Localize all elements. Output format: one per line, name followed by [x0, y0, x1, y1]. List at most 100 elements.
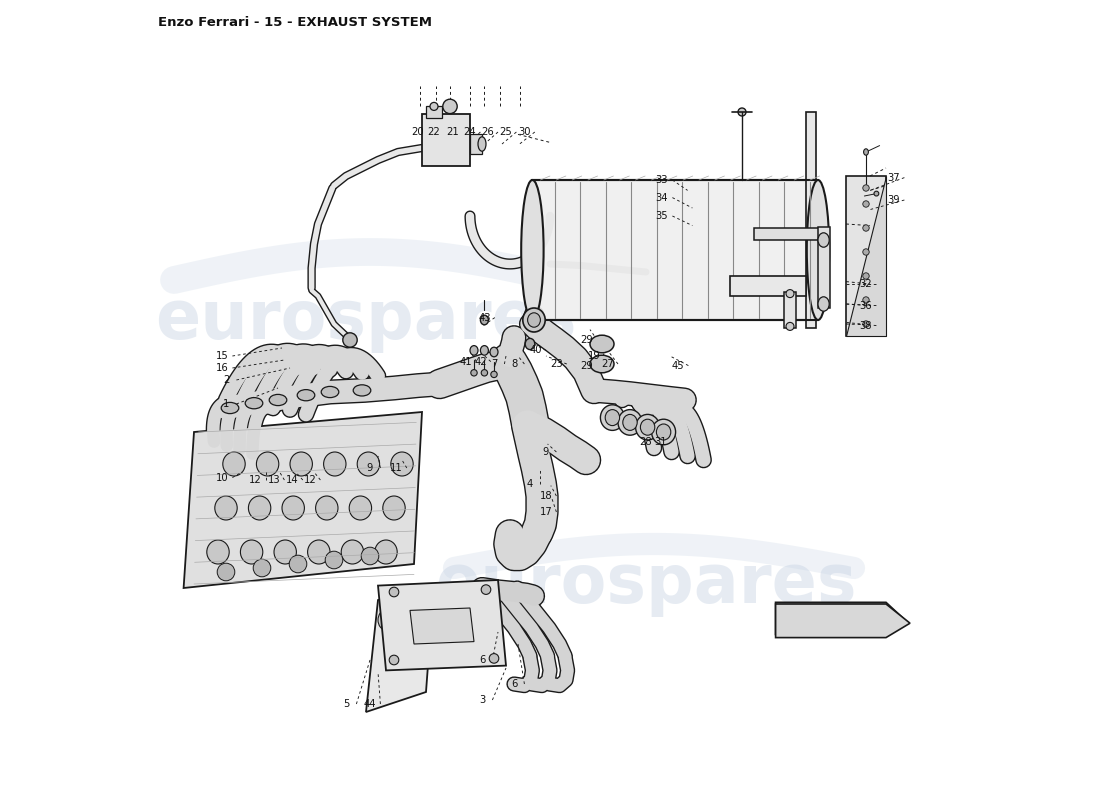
Polygon shape — [426, 106, 442, 118]
Ellipse shape — [490, 654, 498, 663]
Text: 22: 22 — [428, 127, 440, 137]
Text: 13: 13 — [267, 475, 280, 485]
Ellipse shape — [396, 622, 411, 642]
Text: 27: 27 — [602, 359, 614, 369]
Text: 5: 5 — [343, 699, 349, 709]
Ellipse shape — [471, 370, 477, 376]
Polygon shape — [730, 276, 806, 296]
Ellipse shape — [481, 346, 488, 355]
Text: 12: 12 — [304, 475, 317, 485]
Ellipse shape — [481, 585, 491, 594]
Text: 30: 30 — [518, 127, 530, 137]
Text: 24: 24 — [464, 127, 476, 137]
Ellipse shape — [862, 185, 869, 191]
Text: 42: 42 — [474, 357, 486, 366]
Text: 43: 43 — [478, 313, 491, 322]
Ellipse shape — [657, 424, 671, 440]
Text: 37: 37 — [888, 173, 900, 182]
Ellipse shape — [522, 308, 546, 332]
Ellipse shape — [414, 634, 429, 654]
Ellipse shape — [862, 273, 869, 279]
Text: 6: 6 — [478, 655, 485, 665]
Text: 17: 17 — [540, 507, 552, 517]
Ellipse shape — [323, 452, 346, 476]
Ellipse shape — [481, 315, 488, 325]
Text: 7: 7 — [491, 359, 497, 369]
Text: 9: 9 — [366, 463, 373, 473]
Text: 34: 34 — [656, 193, 669, 202]
Ellipse shape — [874, 191, 879, 196]
Ellipse shape — [375, 540, 397, 564]
Text: 10: 10 — [216, 473, 229, 482]
Text: 38: 38 — [860, 321, 872, 330]
Ellipse shape — [221, 402, 239, 414]
Polygon shape — [184, 412, 422, 588]
Ellipse shape — [353, 385, 371, 396]
Ellipse shape — [738, 108, 746, 116]
Ellipse shape — [528, 313, 540, 327]
Ellipse shape — [349, 496, 372, 520]
Text: eurospares: eurospares — [436, 551, 857, 617]
Text: 14: 14 — [286, 475, 299, 485]
Ellipse shape — [270, 394, 287, 406]
Text: 35: 35 — [656, 211, 669, 221]
Text: 26: 26 — [481, 127, 494, 137]
Ellipse shape — [223, 452, 245, 476]
Ellipse shape — [605, 410, 619, 426]
Text: 4: 4 — [527, 479, 534, 489]
Ellipse shape — [601, 405, 625, 430]
Text: 25: 25 — [499, 127, 513, 137]
Text: 18: 18 — [540, 491, 552, 501]
Text: 41: 41 — [460, 357, 472, 366]
Ellipse shape — [389, 655, 399, 665]
Ellipse shape — [636, 414, 660, 440]
Ellipse shape — [862, 321, 869, 327]
Text: eurospares: eurospares — [155, 287, 576, 353]
Ellipse shape — [241, 540, 263, 564]
Text: 16: 16 — [216, 363, 229, 373]
Ellipse shape — [383, 496, 405, 520]
Text: 44: 44 — [364, 699, 376, 709]
Ellipse shape — [245, 398, 263, 409]
Ellipse shape — [470, 346, 478, 355]
Ellipse shape — [341, 540, 364, 564]
Text: 31: 31 — [654, 437, 667, 446]
Text: 20: 20 — [411, 127, 425, 137]
Ellipse shape — [862, 249, 869, 255]
Ellipse shape — [590, 335, 614, 353]
Polygon shape — [783, 292, 796, 328]
Text: 9: 9 — [542, 447, 549, 457]
Text: 23: 23 — [550, 359, 563, 369]
Ellipse shape — [389, 587, 399, 597]
Ellipse shape — [308, 540, 330, 564]
Text: 19: 19 — [587, 351, 601, 361]
Text: 1: 1 — [223, 399, 229, 409]
Ellipse shape — [862, 297, 869, 303]
Ellipse shape — [478, 137, 486, 151]
Ellipse shape — [525, 338, 535, 350]
Text: 21: 21 — [446, 127, 459, 137]
Polygon shape — [846, 176, 886, 336]
Ellipse shape — [249, 496, 271, 520]
Ellipse shape — [618, 410, 642, 435]
Ellipse shape — [521, 180, 543, 320]
Ellipse shape — [443, 99, 458, 114]
Ellipse shape — [818, 297, 829, 311]
Text: 3: 3 — [478, 695, 485, 705]
Ellipse shape — [390, 452, 414, 476]
Ellipse shape — [214, 496, 238, 520]
Ellipse shape — [282, 496, 305, 520]
Ellipse shape — [253, 559, 271, 577]
Ellipse shape — [316, 496, 338, 520]
Polygon shape — [378, 580, 506, 670]
Ellipse shape — [207, 540, 229, 564]
Ellipse shape — [651, 419, 675, 445]
Text: 29: 29 — [581, 361, 593, 370]
Text: 15: 15 — [216, 351, 229, 361]
Ellipse shape — [786, 290, 794, 298]
Text: 28: 28 — [640, 437, 652, 446]
Polygon shape — [818, 227, 830, 308]
Ellipse shape — [297, 390, 315, 401]
Ellipse shape — [590, 355, 614, 373]
Ellipse shape — [491, 371, 497, 378]
